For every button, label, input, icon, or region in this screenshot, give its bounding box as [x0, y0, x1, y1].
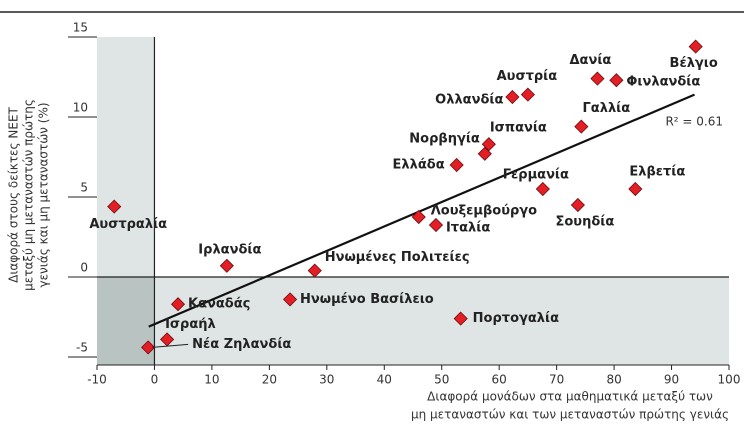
- y-tick-label: 0: [80, 261, 88, 275]
- point-label: Σουηδία: [556, 215, 615, 230]
- x-tick-label: 60: [492, 373, 507, 387]
- x-tick-label: 20: [262, 373, 277, 387]
- point-label: Ηνωμένες Πολιτείες: [325, 250, 470, 265]
- point-label: Καναδάς: [188, 297, 250, 312]
- point-label: Ισραήλ: [165, 317, 216, 332]
- point: [505, 89, 520, 105]
- point: [477, 146, 492, 161]
- y-axis-label: γενιάς και μη μεταναστών (%): [37, 102, 51, 287]
- point: [307, 263, 322, 278]
- x-axis-label: μη μεταναστών και των μεταναστών πρώτης …: [411, 408, 729, 422]
- point-label: Ελβετία: [629, 165, 685, 180]
- point-label: Γαλλία: [583, 101, 631, 116]
- x-tick-label: 70: [549, 373, 564, 387]
- point: [219, 258, 234, 273]
- point-label: Δανία: [570, 53, 612, 68]
- x-tick-label: 80: [606, 373, 621, 387]
- point: [411, 209, 426, 225]
- point: [574, 119, 589, 134]
- y-tick-label: 15: [73, 21, 88, 35]
- x-tick-label: 40: [377, 373, 392, 387]
- y-tick-label: 10: [73, 101, 88, 115]
- point-label: Λουξεμβούργο: [431, 204, 537, 219]
- point: [590, 71, 605, 86]
- point: [481, 137, 496, 152]
- point: [520, 87, 535, 102]
- point: [428, 217, 444, 233]
- x-tick-label: 10: [204, 373, 219, 387]
- y-tick-label: -5: [76, 341, 88, 355]
- trendline: [148, 93, 695, 328]
- x-tick-label: 90: [664, 373, 679, 387]
- x-tick-label: 100: [718, 373, 741, 387]
- r2-annotation: R² = 0.61: [665, 115, 723, 129]
- point: [688, 39, 703, 54]
- point-label: Νέα Ζηλανδία: [192, 337, 291, 352]
- point: [609, 73, 624, 88]
- point-label: Πορτογαλία: [473, 311, 559, 326]
- point: [628, 181, 643, 197]
- x-tick-label: 0: [151, 373, 159, 387]
- x-tick-label: -10: [87, 373, 107, 387]
- point-label: Ιρλανδία: [198, 242, 261, 257]
- point: [535, 181, 550, 197]
- y-axis-label: Διαφορά στους δείκτες NEET: [7, 106, 21, 282]
- point-label: Νορβηγία: [409, 131, 480, 146]
- point-label: Βέλγιο: [670, 56, 718, 71]
- y-tick-label: 5: [80, 181, 88, 195]
- point-label: Φινλανδία: [626, 75, 700, 90]
- point: [282, 292, 298, 307]
- point: [570, 197, 585, 213]
- y-axis-label: μεταξύ μη μεταναστών πρώτης: [22, 99, 36, 291]
- point: [141, 340, 156, 355]
- x-tick-label: 30: [319, 373, 334, 387]
- point-label: Ολλανδία: [435, 93, 503, 108]
- point-label: Γερμανία: [503, 168, 569, 183]
- x-tick-label: 50: [434, 373, 449, 387]
- point-label: Αυστρία: [497, 69, 558, 84]
- point-label: Ηνωμένο Βασίλειο: [300, 292, 434, 307]
- point: [170, 297, 186, 312]
- leader-line: [152, 343, 189, 348]
- point-label: Ιταλία: [446, 221, 490, 236]
- point-label: Αυστραλία: [89, 217, 167, 232]
- point-label: Ισπανία: [490, 121, 547, 136]
- point: [449, 157, 464, 173]
- point-label: Ελλάδα: [393, 158, 445, 173]
- shade-bottom: [97, 277, 729, 365]
- x-axis-label: Διαφορά μονάδων στα μαθηματικά μεταξύ τω…: [427, 390, 713, 404]
- point: [453, 311, 468, 326]
- point: [107, 199, 122, 214]
